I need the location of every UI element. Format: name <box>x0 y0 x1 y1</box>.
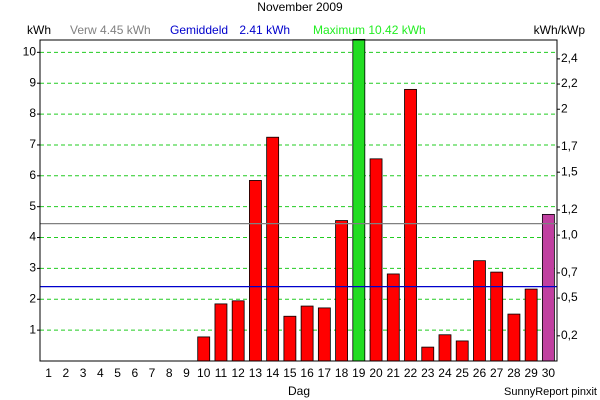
x-tick-label: 4 <box>97 366 104 380</box>
x-tick-label: 6 <box>131 366 138 380</box>
bar <box>352 38 366 362</box>
bar <box>283 315 297 362</box>
summary-value: 2.41 kWh <box>239 23 290 37</box>
y2-tick-label: 0,5 <box>561 290 578 304</box>
x-tick-label: 17 <box>318 366 332 380</box>
bar <box>473 260 486 362</box>
y-axis-label: kWh <box>27 23 51 37</box>
x-tick-label: 14 <box>266 366 280 380</box>
summary-name: Verw <box>70 23 97 37</box>
summary-name: Gemiddeld <box>170 23 228 37</box>
summary-name: Maximum <box>313 23 365 37</box>
bar <box>369 158 383 362</box>
bar <box>455 340 469 362</box>
summary-label: Gemiddeld 2.41 kWh <box>170 23 290 37</box>
y-tick-label: 4 <box>29 230 36 244</box>
x-tick-label: 16 <box>300 366 314 380</box>
x-tick-label: 25 <box>456 366 470 380</box>
y-tick-label: 6 <box>29 168 36 182</box>
plot-frame <box>39 39 558 362</box>
x-tick-label: 7 <box>149 366 156 380</box>
chart-title: November 2009 <box>257 0 343 14</box>
x-tick-label: 2 <box>63 366 70 380</box>
bar <box>541 213 555 362</box>
bar <box>524 288 538 362</box>
x-tick-label: 9 <box>183 366 190 380</box>
x-tick-label: 8 <box>166 366 173 380</box>
x-tick-label: 10 <box>197 366 211 380</box>
bar <box>231 300 245 362</box>
x-tick-label: 19 <box>352 366 366 380</box>
x-tick-label: 13 <box>249 366 263 380</box>
x-tick-label: 18 <box>335 366 349 380</box>
bar <box>197 336 211 362</box>
bar <box>300 305 314 362</box>
y2-tick-label: 0,7 <box>561 265 578 279</box>
x-axis-label: Dag <box>288 384 310 398</box>
y2-tick-label: 1,7 <box>561 139 578 153</box>
y2-tick-label: 1,2 <box>561 202 578 216</box>
x-tick-label: 3 <box>80 366 87 380</box>
y2-tick-label: 2 <box>561 101 568 115</box>
x-tick-label: 22 <box>404 366 418 380</box>
summary-label: Verw 4.45 kWh <box>70 23 151 37</box>
summary-label: Maximum 10.42 kWh <box>313 23 426 37</box>
y-tick-label: 2 <box>29 291 36 305</box>
bar <box>335 220 348 362</box>
y2-axis-label: kWh/kWp <box>534 23 586 37</box>
x-tick-label: 23 <box>421 366 435 380</box>
bar <box>317 307 331 362</box>
x-tick-label: 5 <box>114 366 121 380</box>
x-tick-label: 27 <box>490 366 504 380</box>
x-tick-label: 21 <box>387 366 401 380</box>
bar <box>421 346 435 362</box>
x-tick-label: 30 <box>542 366 556 380</box>
bar <box>404 88 417 362</box>
x-tick-label: 11 <box>215 366 228 380</box>
y2-tick-label: 2,4 <box>561 51 578 65</box>
y2-tick-label: 2,2 <box>561 76 578 90</box>
y-tick-label: 9 <box>29 75 36 89</box>
bar <box>214 303 228 362</box>
x-tick-label: 29 <box>524 366 538 380</box>
y-tick-label: 1 <box>29 322 36 336</box>
x-tick-label: 12 <box>232 366 246 380</box>
y-tick-label: 10 <box>23 45 37 59</box>
x-tick-label: 1 <box>45 366 52 380</box>
bar <box>249 180 262 362</box>
x-tick-label: 28 <box>507 366 521 380</box>
y-tick-label: 7 <box>29 137 36 151</box>
y2-tick-label: 1,5 <box>561 164 578 178</box>
x-tick-label: 24 <box>438 366 452 380</box>
y-tick-label: 3 <box>29 261 36 275</box>
y2-tick-label: 1,0 <box>561 227 578 241</box>
x-tick-label: 20 <box>369 366 383 380</box>
y2-tick-label: 0,2 <box>561 328 578 342</box>
y-tick-label: 5 <box>29 199 36 213</box>
bar <box>490 271 504 362</box>
x-tick-label: 15 <box>283 366 297 380</box>
bar <box>507 313 521 362</box>
bar <box>266 136 280 362</box>
y-tick-label: 8 <box>29 106 36 120</box>
footer: SunnyReport pinxit <box>504 386 597 398</box>
summary-value: 10.42 kWh <box>368 23 425 37</box>
x-tick-label: 26 <box>473 366 487 380</box>
bar <box>438 334 452 362</box>
summary-value: 4.45 kWh <box>100 23 151 37</box>
